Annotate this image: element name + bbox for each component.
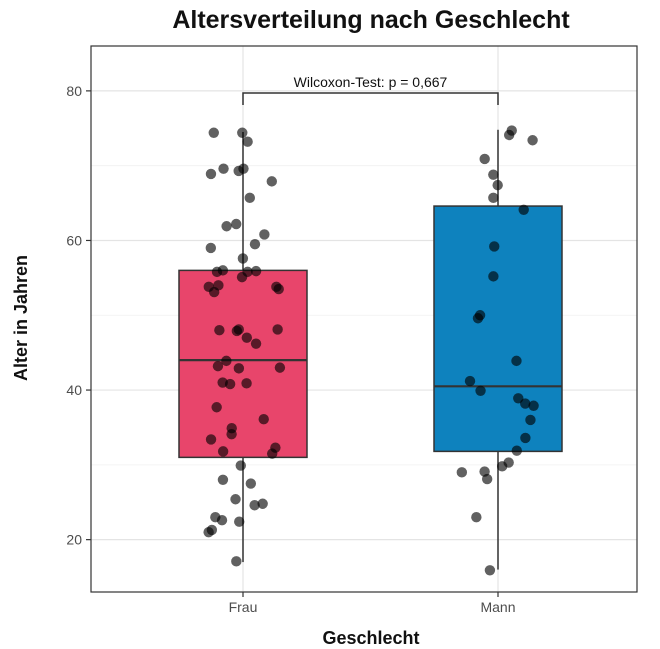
data-point bbox=[221, 221, 232, 232]
data-point bbox=[488, 271, 499, 282]
panel-border bbox=[90, 45, 638, 593]
data-point bbox=[242, 136, 253, 147]
data-point bbox=[266, 176, 277, 187]
data-point bbox=[218, 163, 229, 174]
y-axis-title: Alter in Jahren bbox=[11, 255, 31, 381]
data-point bbox=[231, 218, 242, 230]
data-point bbox=[245, 478, 257, 489]
data-point bbox=[511, 445, 523, 456]
data-point bbox=[203, 526, 214, 538]
data-point bbox=[481, 473, 493, 485]
data-point bbox=[238, 163, 249, 174]
data-point bbox=[527, 135, 538, 146]
data-point bbox=[475, 385, 486, 397]
data-point bbox=[249, 500, 260, 511]
data-point bbox=[464, 375, 476, 387]
plot-panel: Wilcoxon-Test: p = 0,667 20 40 60 80 Frau Mann bbox=[66, 45, 638, 615]
data-point bbox=[244, 192, 255, 204]
data-point bbox=[241, 332, 253, 343]
data-point bbox=[208, 127, 219, 138]
data-point bbox=[258, 414, 269, 425]
data-point bbox=[518, 204, 529, 215]
data-point bbox=[211, 266, 223, 278]
data-point bbox=[511, 355, 522, 367]
data-point bbox=[208, 286, 220, 298]
data-point bbox=[212, 360, 224, 372]
data-point bbox=[231, 556, 242, 567]
data-point bbox=[224, 378, 236, 390]
data-point bbox=[520, 398, 531, 409]
data-point bbox=[214, 325, 225, 336]
significance-bracket bbox=[242, 92, 499, 105]
data-point bbox=[250, 338, 262, 349]
significance-label: Wilcoxon-Test: p = 0,667 bbox=[294, 74, 448, 90]
data-point bbox=[528, 400, 539, 411]
data-point bbox=[250, 265, 262, 277]
data-point bbox=[496, 461, 508, 472]
data-point bbox=[205, 434, 217, 445]
data-point bbox=[211, 402, 222, 413]
data-point bbox=[266, 448, 278, 459]
data-point bbox=[471, 512, 482, 523]
y-tick-label: 20 bbox=[66, 532, 82, 548]
data-point bbox=[237, 253, 249, 264]
data-point bbox=[274, 362, 286, 373]
x-tick-label: Mann bbox=[480, 599, 515, 615]
data-point bbox=[488, 169, 499, 180]
data-point bbox=[231, 325, 243, 337]
y-tick-label: 60 bbox=[66, 232, 82, 248]
data-point bbox=[520, 432, 531, 444]
data-point bbox=[230, 494, 241, 505]
data-point bbox=[489, 241, 500, 252]
data-point bbox=[503, 129, 515, 141]
data-point bbox=[236, 271, 248, 283]
y-tick-label: 80 bbox=[66, 83, 82, 99]
chart-title: Altersverteilung nach Geschlecht bbox=[172, 6, 570, 34]
data-point bbox=[257, 498, 268, 509]
data-point bbox=[226, 428, 237, 440]
data-point bbox=[472, 313, 484, 324]
x-axis-title: Geschlecht bbox=[322, 628, 419, 648]
data-point bbox=[492, 179, 503, 191]
y-tick-label: 40 bbox=[66, 382, 82, 398]
data-point bbox=[235, 460, 246, 471]
data-point bbox=[217, 474, 229, 486]
data-point bbox=[272, 324, 283, 335]
data-point bbox=[479, 153, 490, 165]
box-frau bbox=[178, 269, 308, 459]
data-point bbox=[217, 446, 229, 457]
data-point bbox=[221, 355, 232, 367]
data-point bbox=[249, 239, 261, 250]
data-point bbox=[456, 467, 468, 478]
data-point bbox=[259, 229, 270, 240]
data-point bbox=[205, 242, 217, 254]
data-point bbox=[233, 363, 245, 374]
data-point bbox=[273, 283, 284, 295]
data-point bbox=[205, 168, 217, 180]
data-point bbox=[525, 414, 536, 426]
data-point bbox=[241, 378, 252, 389]
data-point bbox=[234, 516, 245, 527]
data-point bbox=[488, 192, 499, 204]
data-point bbox=[237, 127, 248, 138]
data-point bbox=[216, 514, 228, 526]
data-point bbox=[484, 565, 496, 576]
x-tick-label: Frau bbox=[229, 599, 258, 615]
